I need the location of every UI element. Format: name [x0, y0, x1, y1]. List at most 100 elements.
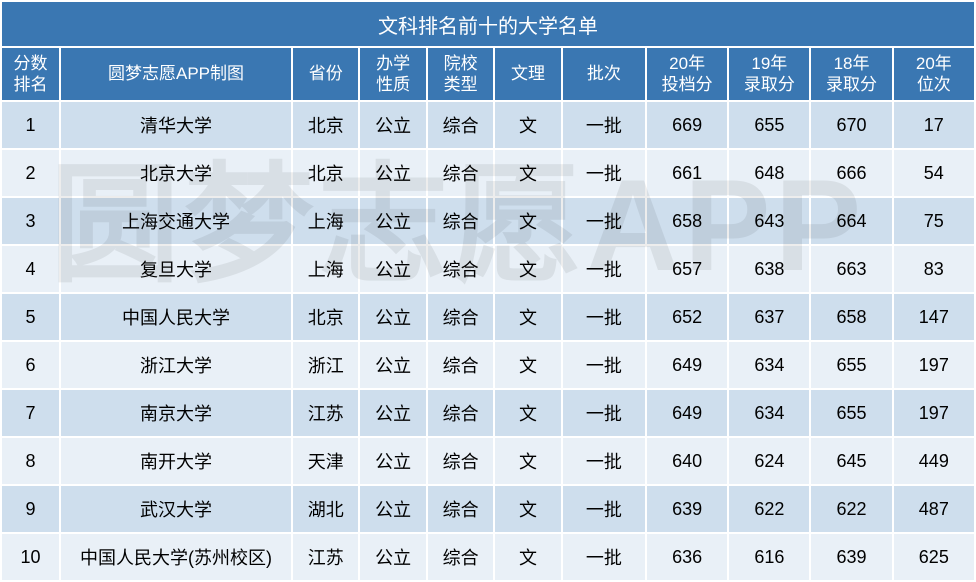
col-header-score19: 19年录取分 — [729, 48, 809, 100]
col-header-rank: 分数排名 — [2, 48, 59, 100]
cell-province: 湖北 — [293, 486, 358, 532]
cell-pos20: 625 — [894, 534, 974, 580]
cell-s20: 639 — [647, 486, 727, 532]
col-header-nature: 办学性质 — [360, 48, 425, 100]
table-row: 1清华大学北京公立综合文一批66965567017 — [2, 102, 974, 148]
col-header-score20: 20年投档分 — [647, 48, 727, 100]
ranking-table: 文科排名前十的大学名单 分数排名 圆梦志愿APP制图 省份 办学性质 院校类型 … — [0, 0, 976, 582]
cell-s20: 649 — [647, 342, 727, 388]
cell-s19: 622 — [729, 486, 809, 532]
cell-type: 综合 — [428, 150, 493, 196]
cell-rank: 1 — [2, 102, 59, 148]
cell-pos20: 17 — [894, 102, 974, 148]
cell-nature: 公立 — [360, 102, 425, 148]
cell-s18: 663 — [811, 246, 891, 292]
cell-rank: 7 — [2, 390, 59, 436]
cell-type: 综合 — [428, 390, 493, 436]
cell-arts: 文 — [495, 150, 560, 196]
cell-s19: 634 — [729, 342, 809, 388]
cell-nature: 公立 — [360, 150, 425, 196]
cell-s19: 638 — [729, 246, 809, 292]
cell-s18: 655 — [811, 390, 891, 436]
cell-s18: 658 — [811, 294, 891, 340]
cell-province: 浙江 — [293, 342, 358, 388]
cell-province: 北京 — [293, 294, 358, 340]
cell-name: 清华大学 — [61, 102, 291, 148]
ranking-table-container: 圆梦志愿APP 文科排名前十的大学名单 分数排名 圆梦志愿APP制图 省份 办学… — [0, 0, 976, 561]
cell-arts: 文 — [495, 342, 560, 388]
col-header-batch: 批次 — [563, 48, 645, 100]
cell-pos20: 487 — [894, 486, 974, 532]
cell-pos20: 197 — [894, 342, 974, 388]
cell-nature: 公立 — [360, 294, 425, 340]
cell-rank: 6 — [2, 342, 59, 388]
cell-s19: 637 — [729, 294, 809, 340]
table-row: 10中国人民大学(苏州校区)江苏公立综合文一批636616639625 — [2, 534, 974, 580]
col-header-province: 省份 — [293, 48, 358, 100]
cell-batch: 一批 — [563, 246, 645, 292]
cell-province: 上海 — [293, 198, 358, 244]
cell-pos20: 197 — [894, 390, 974, 436]
cell-rank: 2 — [2, 150, 59, 196]
cell-arts: 文 — [495, 438, 560, 484]
cell-s18: 664 — [811, 198, 891, 244]
cell-type: 综合 — [428, 342, 493, 388]
cell-s20: 649 — [647, 390, 727, 436]
cell-s18: 639 — [811, 534, 891, 580]
cell-s20: 652 — [647, 294, 727, 340]
cell-type: 综合 — [428, 534, 493, 580]
cell-s18: 655 — [811, 342, 891, 388]
table-row: 5中国人民大学北京公立综合文一批652637658147 — [2, 294, 974, 340]
col-header-type: 院校类型 — [428, 48, 493, 100]
cell-type: 综合 — [428, 102, 493, 148]
cell-batch: 一批 — [563, 534, 645, 580]
cell-s18: 645 — [811, 438, 891, 484]
table-title: 文科排名前十的大学名单 — [2, 2, 974, 46]
cell-province: 天津 — [293, 438, 358, 484]
cell-pos20: 54 — [894, 150, 974, 196]
cell-name: 中国人民大学(苏州校区) — [61, 534, 291, 580]
table-body: 1清华大学北京公立综合文一批669655670172北京大学北京公立综合文一批6… — [2, 102, 974, 580]
table-row: 6浙江大学浙江公立综合文一批649634655197 — [2, 342, 974, 388]
table-row: 8南开大学天津公立综合文一批640624645449 — [2, 438, 974, 484]
cell-arts: 文 — [495, 102, 560, 148]
cell-s19: 643 — [729, 198, 809, 244]
cell-name: 南开大学 — [61, 438, 291, 484]
cell-province: 北京 — [293, 102, 358, 148]
cell-arts: 文 — [495, 198, 560, 244]
cell-arts: 文 — [495, 294, 560, 340]
cell-arts: 文 — [495, 246, 560, 292]
cell-pos20: 449 — [894, 438, 974, 484]
cell-province: 北京 — [293, 150, 358, 196]
cell-s20: 657 — [647, 246, 727, 292]
cell-province: 江苏 — [293, 390, 358, 436]
cell-s20: 640 — [647, 438, 727, 484]
cell-nature: 公立 — [360, 198, 425, 244]
cell-batch: 一批 — [563, 390, 645, 436]
cell-name: 中国人民大学 — [61, 294, 291, 340]
cell-batch: 一批 — [563, 150, 645, 196]
cell-name: 北京大学 — [61, 150, 291, 196]
cell-type: 综合 — [428, 198, 493, 244]
cell-rank: 9 — [2, 486, 59, 532]
cell-type: 综合 — [428, 438, 493, 484]
cell-rank: 10 — [2, 534, 59, 580]
cell-s20: 636 — [647, 534, 727, 580]
cell-nature: 公立 — [360, 486, 425, 532]
cell-s19: 655 — [729, 102, 809, 148]
cell-s18: 622 — [811, 486, 891, 532]
cell-province: 上海 — [293, 246, 358, 292]
cell-s20: 658 — [647, 198, 727, 244]
col-header-pos20: 20年位次 — [894, 48, 974, 100]
cell-name: 复旦大学 — [61, 246, 291, 292]
cell-name: 上海交通大学 — [61, 198, 291, 244]
cell-nature: 公立 — [360, 246, 425, 292]
col-header-name: 圆梦志愿APP制图 — [61, 48, 291, 100]
cell-s18: 666 — [811, 150, 891, 196]
cell-name: 浙江大学 — [61, 342, 291, 388]
table-row: 2北京大学北京公立综合文一批66164866654 — [2, 150, 974, 196]
cell-s19: 616 — [729, 534, 809, 580]
cell-province: 江苏 — [293, 534, 358, 580]
cell-rank: 3 — [2, 198, 59, 244]
cell-pos20: 83 — [894, 246, 974, 292]
